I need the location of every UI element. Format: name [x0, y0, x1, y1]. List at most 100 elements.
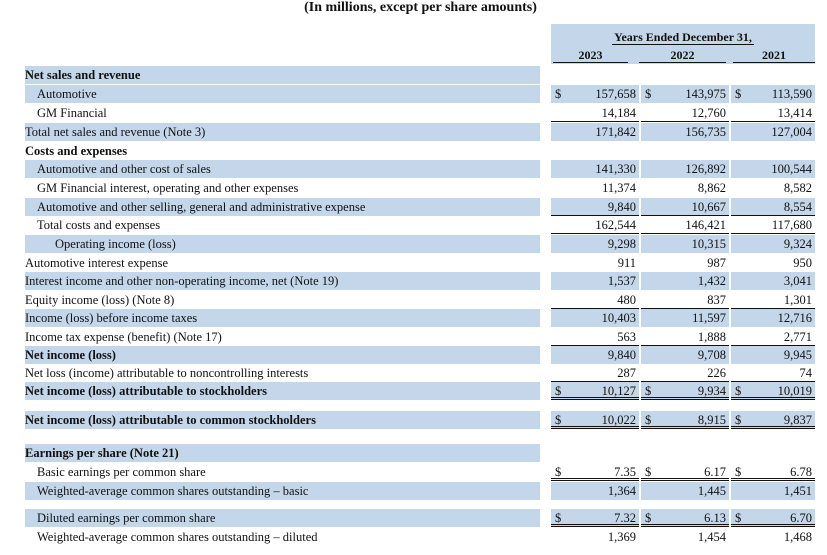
year-header-2021: 2021	[733, 48, 815, 63]
value-cell-2023: 1,537	[551, 272, 639, 290]
value: 10,019	[777, 384, 812, 398]
row-label: Income tax expense (benefit) (Note 17)	[25, 330, 222, 344]
value: 9,945	[783, 348, 812, 362]
value: 1,364	[607, 484, 636, 498]
value-cell-2023: 287	[551, 364, 639, 382]
row-label: Operating income (loss)	[55, 237, 176, 251]
value-cell-2022: $6.13	[641, 509, 729, 527]
table-row: Net income (loss) attributable to common…	[25, 411, 815, 429]
value: 1,451	[783, 484, 812, 498]
row-label: Automotive	[37, 87, 97, 101]
value-cell-2022: 1,432	[641, 272, 729, 290]
value-cell-2021: $113,590	[731, 85, 815, 103]
value-cell-2023: 10,403	[551, 309, 639, 327]
value: 156,735	[685, 125, 726, 139]
table-row: Automotive $157,658 $143,975 $113,590	[25, 85, 815, 103]
value: 9,840	[607, 200, 636, 214]
value-cell-2022: 226	[641, 364, 729, 382]
currency-symbol: $	[555, 413, 562, 427]
value: 171,842	[595, 125, 636, 139]
column-header-band	[551, 24, 815, 64]
value-cell-2023: 1,364	[551, 482, 639, 500]
value-cell-2023: $157,658	[551, 85, 639, 103]
value-cell-2021: 3,041	[731, 272, 815, 290]
row-label: Net income (loss) attributable to common…	[25, 413, 316, 427]
value: 11,597	[692, 311, 726, 325]
value: 1,432	[697, 274, 726, 288]
value: 113,590	[771, 87, 812, 101]
value: 162,544	[595, 218, 636, 232]
value: 8,862	[697, 181, 726, 195]
value: 226	[707, 366, 726, 380]
value: 10,127	[601, 384, 636, 398]
value-cell-2021: 12,716	[731, 309, 815, 327]
value: 9,837	[783, 413, 812, 427]
currency-symbol: $	[735, 511, 742, 525]
value-cell-2022: $6.17	[641, 463, 729, 481]
row-label: Costs and expenses	[25, 144, 128, 158]
value-cell-2021: 1,451	[731, 482, 815, 500]
value-cell-2022: 126,892	[641, 160, 729, 178]
value-cell-2023: 1,369	[551, 528, 639, 546]
table-row: Income (loss) before income taxes 10,403 1…	[25, 309, 815, 327]
table-row: Total costs and expenses 162,544 146,421 11…	[25, 216, 815, 234]
currency-symbol: $	[735, 87, 742, 101]
value-cell-2021: $10,019	[731, 382, 815, 400]
value-cell-2021: 9,945	[731, 346, 815, 364]
row-label: Net loss (income) attributable to noncon…	[25, 366, 309, 380]
value: 100,544	[771, 162, 812, 176]
table-row: Weighted-average common shares outstandi…	[25, 528, 815, 546]
currency-symbol: $	[645, 511, 652, 525]
value: 287	[617, 366, 636, 380]
row-label: Interest income and other non-operating …	[25, 274, 339, 288]
row-label: Total costs and expenses	[37, 218, 161, 232]
value-cell-2021: 1,301	[731, 291, 815, 309]
row-label: Diluted earnings per common share	[37, 511, 216, 525]
value-cell-2023: 480	[551, 291, 639, 309]
currency-symbol: $	[645, 413, 652, 427]
value-cell-2023: 911	[551, 254, 639, 272]
value: 6.78	[790, 465, 812, 479]
value: 1,454	[697, 530, 726, 544]
table-row: Income tax expense (benefit) (Note 17) 56…	[25, 328, 815, 346]
value: 11,374	[602, 181, 636, 195]
table-row: Equity income (loss) (Note 8) 480 837 1,301	[25, 291, 815, 309]
value: 1,537	[607, 274, 636, 288]
table-row: Automotive and other selling, general an…	[25, 198, 815, 216]
value: 2,771	[783, 330, 812, 344]
value-cell-2021: 950	[731, 254, 815, 272]
value-cell-2023: $7.35	[551, 463, 639, 481]
value-cell-2021: 8,582	[731, 179, 815, 197]
value-cell-2023: 11,374	[551, 179, 639, 197]
value: 837	[707, 293, 726, 307]
value-cell-2023: 14,184	[551, 104, 639, 122]
value-cell-2022: 10,315	[641, 235, 729, 253]
row-label: GM Financial	[37, 106, 107, 120]
table-row: Net income (loss) 9,840 9,708 9,945	[25, 346, 815, 364]
row-label: Weighted-average common shares outstandi…	[37, 530, 318, 544]
value: 9,298	[607, 237, 636, 251]
table-row: Operating income (loss) 9,298 10,315 9,324	[25, 235, 815, 253]
value: 563	[617, 330, 636, 344]
value-cell-2021: 74	[731, 364, 815, 382]
currency-symbol: $	[735, 413, 742, 427]
value: 6.17	[704, 465, 726, 479]
value: 9,324	[783, 237, 812, 251]
table-row: Basic earnings per common share $7.35 $6.1…	[25, 463, 815, 481]
currency-symbol: $	[645, 465, 652, 479]
row-label: Basic earnings per common share	[37, 465, 206, 479]
row-label: Automotive interest expense	[25, 256, 169, 270]
row-label: GM Financial interest, operating and oth…	[37, 181, 299, 195]
table-row: Earnings per share (Note 21)	[25, 444, 815, 462]
value-cell-2021: 9,324	[731, 235, 815, 253]
currency-symbol: $	[555, 87, 562, 101]
value: 7.35	[614, 465, 636, 479]
value: 9,934	[697, 384, 726, 398]
statement-title: (In millions, except per share amounts)	[304, 0, 537, 15]
value: 127,004	[771, 125, 812, 139]
period-header: Years Ended December 31,	[612, 30, 754, 45]
value: 950	[793, 256, 812, 270]
table-row: Automotive and other cost of sales 141,33…	[25, 160, 815, 178]
value-cell-2023: 9,840	[551, 198, 639, 216]
value-cell-2021: $6.70	[731, 509, 815, 527]
